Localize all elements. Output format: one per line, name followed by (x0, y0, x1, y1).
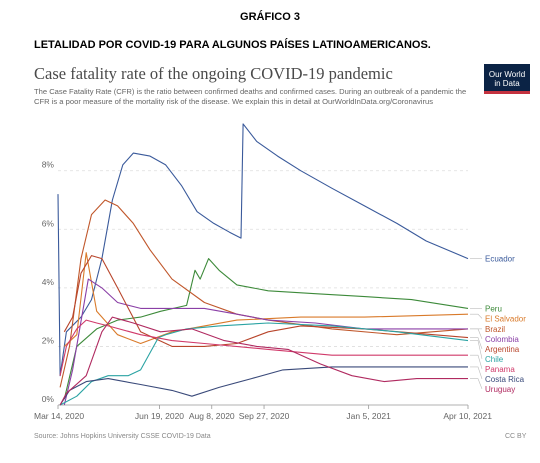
legend-label-panama: Panama (485, 365, 515, 374)
x-tick-label: Aug 8, 2020 (189, 411, 235, 421)
figure-title: LETALIDAD POR COVID-19 PARA ALGUNOS PAÍS… (34, 39, 431, 51)
series-line-brazil (59, 199, 469, 388)
legend-leader (470, 354, 483, 369)
license-link[interactable]: CC BY (505, 433, 527, 440)
y-tick-label: 0% (42, 394, 55, 404)
logo-line-1: Our World (488, 70, 526, 79)
series-line-peru (63, 258, 469, 400)
series-line-uruguay (59, 316, 468, 406)
legend-label-brazil: Brazil (485, 325, 505, 334)
owid-logo[interactable]: Our World in Data (484, 64, 530, 94)
legend-leader (470, 378, 483, 389)
series-line-chile (59, 322, 469, 406)
y-tick-label: 6% (42, 218, 55, 228)
x-tick-label: Jan 5, 2021 (346, 411, 391, 421)
y-tick-label: 4% (42, 277, 55, 287)
series-line-ecuador (57, 123, 469, 377)
legend-leader (470, 366, 483, 379)
legend-label-colombia: Colombia (485, 335, 519, 344)
y-tick-label: 2% (42, 335, 55, 345)
legend-leader (470, 328, 483, 339)
legend-label-el-salvador: El Salvador (485, 314, 526, 323)
series-layer (57, 123, 469, 406)
x-tick-label: Apr 10, 2021 (443, 411, 492, 421)
series-line-argentina (63, 255, 469, 347)
label-layer: 0% 2% 4% 6% 8% Mar 14, 2020 Jun 19, 2020 Aug 8,… (34, 160, 526, 421)
y-tick-label: 8% (42, 160, 55, 170)
legend-label-chile: Chile (485, 355, 504, 364)
logo-line-2: in Data (494, 79, 520, 88)
legend-leader (470, 337, 483, 349)
legend-leader (470, 313, 483, 319)
chart-title: Case fatality rate of the ongoing COVID-… (34, 64, 393, 83)
series-line-costa-rica (59, 366, 468, 406)
legend-leader (470, 340, 483, 359)
grid-layer (57, 170, 469, 409)
chart-subtitle: The Case Fatality Rate (CFR) is the rati… (34, 87, 467, 106)
legend-label-argentina: Argentina (485, 345, 520, 354)
x-tick-label: Jun 19, 2020 (135, 411, 184, 421)
legend-label-costa-rica: Costa Rica (485, 375, 525, 384)
series-line-panama (59, 319, 468, 376)
x-tick-label: Sep 27, 2020 (239, 411, 290, 421)
figure-label: GRÁFICO 3 (240, 11, 300, 23)
source-note: Source: Johns Hopkins University CSSE CO… (34, 433, 211, 440)
series-line-colombia (63, 278, 468, 406)
legend-label-peru: Peru (485, 304, 502, 313)
legend-label-ecuador: Ecuador (485, 255, 515, 264)
legend-label-uruguay: Uruguay (485, 385, 515, 394)
x-tick-label: Mar 14, 2020 (34, 411, 84, 421)
